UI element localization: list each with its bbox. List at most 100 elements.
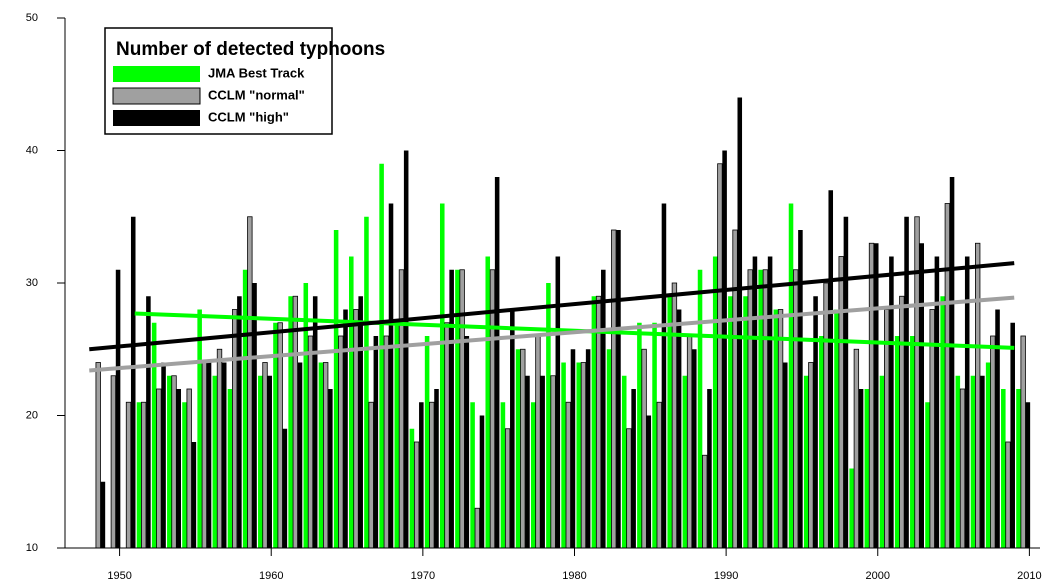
bar [515,349,521,548]
bar [176,389,181,548]
bar [146,296,151,548]
x-tick-label: 1980 [562,570,586,582]
bar [520,348,526,549]
bar [546,283,551,548]
bar [843,216,849,548]
bar [504,428,511,549]
bar [141,401,147,549]
bar [318,362,324,548]
bar [409,428,415,548]
bar [899,295,905,549]
bar [626,428,632,549]
y-tick-label: 30 [26,277,38,289]
bar [530,402,536,548]
bar [1016,389,1021,548]
bar [494,177,500,548]
bar [288,296,293,548]
bar [282,428,288,548]
bar [788,203,794,548]
bar [267,375,272,548]
bar [444,322,450,549]
bar [449,269,454,548]
bar [394,322,400,548]
bar [216,348,223,549]
bar [934,256,940,548]
bar [813,296,818,548]
bar [944,203,951,549]
bar [697,269,703,548]
bar [373,336,379,548]
bar [646,415,652,548]
bar [322,362,329,549]
legend-title: Number of detected typhoons [116,39,385,60]
bar [565,401,571,549]
bar [910,336,915,548]
bar [712,256,718,548]
bar [197,309,202,548]
bar [273,322,278,548]
bar [858,389,864,548]
bar [232,309,238,549]
bar [358,296,363,548]
bar [182,402,187,548]
bar [762,269,769,549]
y-tick-label: 20 [26,409,38,421]
bar [737,97,743,548]
bar [834,309,839,548]
bar [1020,335,1026,549]
bar [247,216,253,549]
bar [925,402,930,548]
bar [413,441,420,549]
bar [606,349,612,548]
bar [419,402,424,548]
bar [303,283,309,548]
bar [379,163,384,548]
y-tick-label: 40 [26,144,38,156]
bar [343,309,348,548]
bar [682,375,688,548]
bar [258,375,263,548]
bar [959,388,966,549]
bar [777,309,784,549]
bar [980,375,985,548]
bar [743,296,748,548]
legend-label: CCLM "high" [208,109,289,124]
bar [955,375,961,548]
bar [798,230,803,548]
bar [819,336,824,548]
legend-label: JMA Best Track [208,65,305,80]
bar [388,203,394,548]
legend-swatch [113,66,200,82]
bar [702,454,708,549]
bar [1001,389,1006,548]
bar [262,362,268,549]
bar [151,322,157,548]
bar [201,362,208,549]
bar [167,375,172,548]
bar [186,388,192,549]
legend-label: CCLM "normal" [208,87,305,102]
bar [550,375,556,549]
bar [585,349,591,548]
bar [728,296,733,548]
bar [500,402,506,548]
bar [242,269,248,548]
bar [904,216,909,548]
bar [692,349,697,548]
bar [328,389,333,548]
legend-swatch [113,110,200,126]
bar [510,309,515,548]
bar [459,269,465,549]
bar [793,269,799,549]
bar [555,256,561,548]
bar [383,335,389,549]
bar [767,256,773,548]
bar [221,362,227,548]
bar [535,335,541,549]
bar [641,348,647,549]
bar [1010,322,1015,548]
bar [853,348,860,549]
bar [439,203,445,548]
bar [100,481,106,548]
bar [115,269,121,548]
